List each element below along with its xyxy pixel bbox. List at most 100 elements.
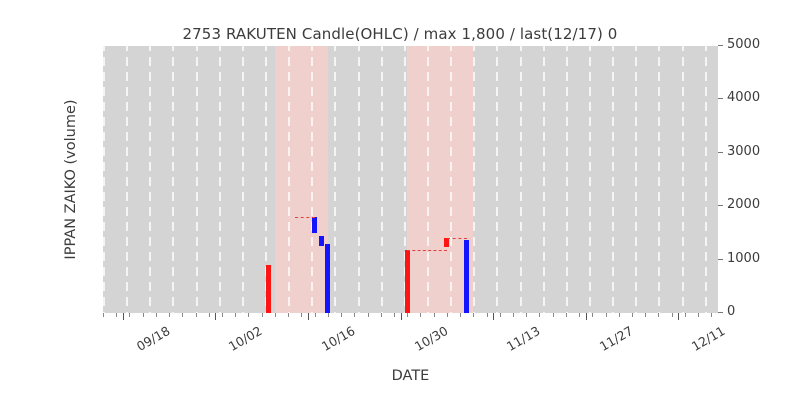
open-level-mark (407, 249, 447, 251)
x-tick-label: 10/02 (226, 323, 265, 355)
gridline (380, 46, 383, 313)
chart-title: 2753 RAKUTEN Candle(OHLC) / max 1,800 / … (182, 25, 618, 43)
x-tick-minor (407, 313, 409, 317)
y-axis-ticks: 0 1000 2000 3000 4000 5000 (718, 37, 798, 319)
gridline (334, 46, 337, 313)
y-tick-label: 0 (727, 304, 736, 319)
x-tick-minor (486, 313, 488, 317)
x-tick-major (493, 313, 495, 320)
x-tick-minor (645, 313, 647, 317)
x-tick-minor (248, 313, 250, 317)
x-tick-minor (565, 313, 567, 317)
x-tick-minor (274, 313, 276, 317)
x-tick-label: 10/30 (411, 323, 451, 355)
x-tick-minor (155, 313, 157, 317)
x-tick-minor (314, 313, 316, 317)
gridline (519, 46, 522, 313)
x-tick-minor (671, 313, 673, 317)
x-tick-minor (261, 313, 263, 317)
gridline (635, 46, 638, 313)
x-tick-minor (301, 313, 303, 317)
open-level-mark (446, 238, 467, 240)
x-tick-minor (327, 313, 329, 317)
x-tick-minor (618, 313, 620, 317)
x-tick-minor (433, 313, 435, 317)
y-tick-mark (718, 312, 723, 313)
x-tick-major (678, 313, 680, 320)
gridline (473, 46, 476, 313)
highlight-span (274, 46, 328, 313)
x-tick-minor (552, 313, 554, 317)
x-tick-minor (698, 313, 700, 317)
x-tick-minor (222, 313, 224, 317)
x-tick-label: 10/16 (318, 323, 358, 355)
x-tick-minor (367, 313, 369, 317)
y-tick-mark (718, 98, 723, 100)
y-tick-mark (718, 45, 723, 46)
gridline (704, 46, 707, 313)
x-tick-minor (460, 313, 462, 317)
gridline (218, 46, 221, 313)
candle-bar (404, 249, 410, 313)
gridline (172, 46, 175, 313)
candle-bar (318, 235, 324, 247)
highlight-span (407, 46, 474, 313)
y-tick-label: 3000 (727, 143, 761, 159)
y-tick-label: 2000 (727, 197, 761, 213)
x-tick-minor (393, 313, 395, 317)
x-axis-ticks: 09/18 10/02 10/16 10/30 11/13 11/27 12/11 (103, 313, 728, 354)
x-tick-minor (473, 313, 475, 317)
gridline (241, 46, 244, 313)
x-tick-minor (169, 313, 171, 317)
gridline (681, 46, 684, 313)
x-axis-title: DATE (391, 368, 430, 384)
y-tick-mark (718, 205, 723, 207)
y-axis-title: IPPAN ZAIKO (volume) (63, 99, 79, 260)
x-tick-minor (446, 313, 448, 317)
y-tick-mark (718, 151, 723, 153)
x-tick-label: 11/13 (503, 323, 543, 355)
y-tick-label: 4000 (727, 90, 761, 106)
x-tick-minor (354, 313, 356, 317)
x-tick-major (585, 313, 587, 320)
candle-bar (265, 264, 271, 313)
x-tick-minor (684, 313, 686, 317)
x-tick-minor (235, 313, 237, 317)
x-tick-major (308, 313, 309, 320)
x-tick-minor (605, 313, 607, 317)
x-tick-minor (499, 313, 501, 317)
x-tick-minor (129, 313, 131, 317)
y-tick-label: 1000 (727, 250, 761, 266)
x-tick-minor (539, 313, 541, 317)
gridline (589, 46, 592, 313)
x-tick-minor (142, 313, 144, 317)
candle-bar (325, 243, 331, 313)
gridline (103, 46, 105, 313)
y-tick-label: 5000 (727, 37, 761, 52)
gridline (357, 46, 360, 313)
x-tick-label: 11/27 (596, 323, 636, 355)
x-tick-minor (658, 313, 660, 317)
open-level-mark (294, 216, 315, 218)
x-tick-minor (420, 313, 422, 317)
x-tick-minor (341, 313, 343, 317)
x-tick-minor (182, 313, 184, 317)
x-tick-minor (513, 313, 514, 317)
x-tick-minor (195, 313, 197, 317)
gridline (565, 46, 568, 313)
gridline (126, 46, 129, 313)
x-tick-major (400, 313, 402, 320)
gridline (612, 46, 615, 313)
gridline (149, 46, 152, 313)
x-tick-minor (380, 313, 382, 317)
x-tick-major (215, 313, 217, 320)
gridline (195, 46, 198, 313)
x-tick-major (122, 313, 124, 320)
candle-bar (312, 216, 318, 233)
x-tick-minor (288, 313, 290, 317)
y-tick-mark (718, 258, 723, 260)
x-tick-minor (208, 313, 210, 317)
x-tick-minor (632, 313, 634, 317)
x-tick-minor (103, 313, 104, 317)
